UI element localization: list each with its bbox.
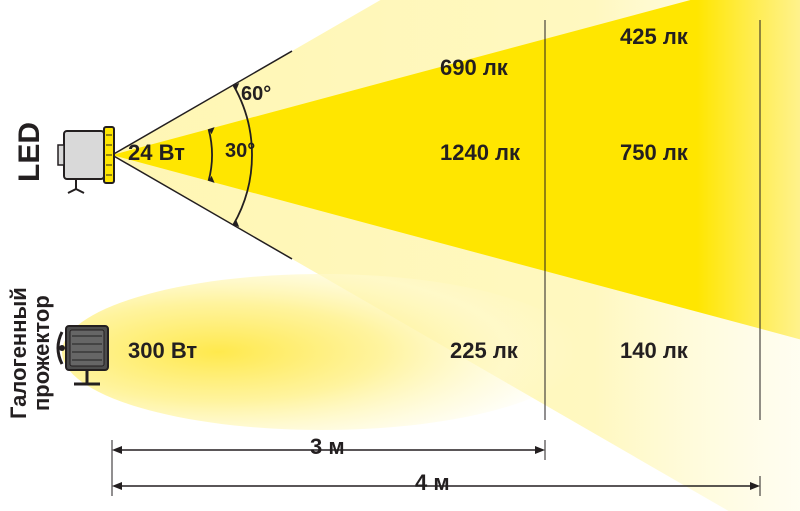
led-fixture bbox=[58, 127, 114, 193]
dim-3m-a1 bbox=[112, 446, 122, 454]
led-3m-60: 690 лк bbox=[440, 55, 508, 81]
led-4m-60: 425 лк bbox=[620, 24, 688, 50]
dist-4m: 4 м bbox=[415, 470, 450, 496]
dim-4m-a1 bbox=[112, 482, 122, 490]
led-title: LED bbox=[13, 112, 47, 192]
led-4m-30: 750 лк bbox=[620, 140, 688, 166]
led-power: 24 Вт bbox=[128, 140, 185, 166]
angle-30: 30° bbox=[225, 140, 255, 163]
halogen-4m: 140 лк bbox=[620, 338, 688, 364]
halogen-power: 300 Вт bbox=[128, 338, 197, 364]
dist-3m: 3 м bbox=[310, 434, 345, 460]
halogen-title: Галогенныйпрожектор bbox=[7, 253, 53, 453]
led-3m-30: 1240 лк bbox=[440, 140, 520, 166]
halogen-3m: 225 лк bbox=[450, 338, 518, 364]
angle-60: 60° bbox=[241, 83, 271, 106]
dim-3m-a2 bbox=[535, 446, 545, 454]
